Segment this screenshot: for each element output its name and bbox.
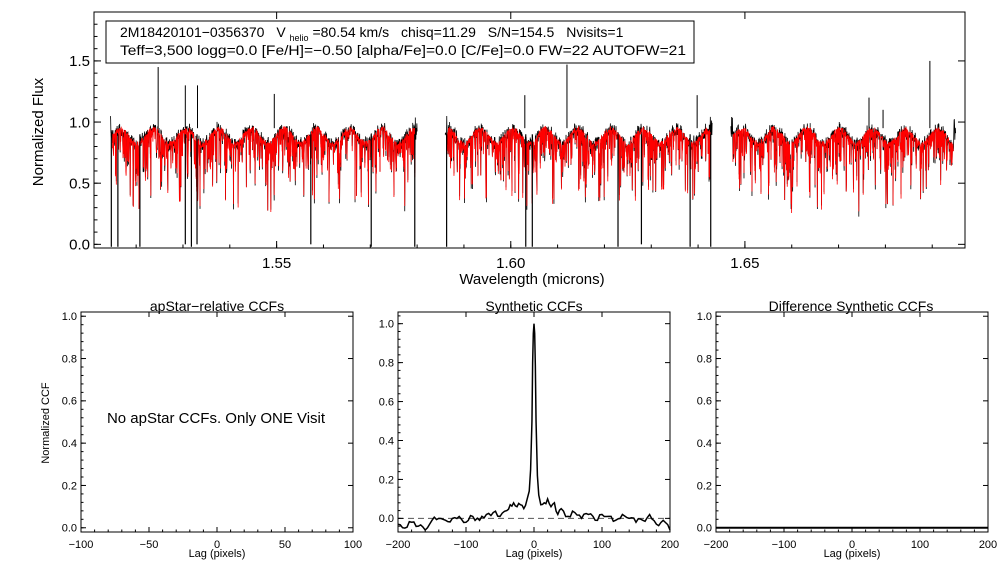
synthetic-ccf-ticks: −200 −100 0 100 200 0.0 0.2 0.4 0.6 0.8 1.0: [379, 312, 679, 551]
synthetic-spectrum-segment: [732, 125, 954, 213]
difference-ccf-x-tick-label: −100: [772, 539, 797, 551]
apstar-ccf-y-tick-label: 0.6: [62, 396, 77, 408]
synthetic-ccf-y-tick-label: 0.2: [379, 474, 394, 486]
spectrum-y-tick-label: 1.5: [69, 53, 90, 70]
annotation-vhelio-sub: helio: [290, 33, 309, 43]
annotation-vhelio-prefix: V: [276, 24, 286, 40]
apstar-ccf-y-tick-label: 0.2: [62, 480, 77, 492]
apstar-ccf-x-tick-label: 100: [344, 539, 362, 551]
synthetic-ccf-y-tick-label: 0.6: [379, 396, 394, 408]
annotation-box-frame: [105, 20, 695, 64]
synthetic-spectrum-segment: [446, 125, 711, 206]
synthetic-ccf-line: [397, 323, 671, 532]
synthetic-ccf-series: [397, 323, 671, 532]
apstar-ccf-x-tick-label: 0: [214, 539, 220, 551]
spectrum-y-tick-label: 1.0: [69, 114, 90, 131]
apstar-ccf-y-tick-label: 1.0: [62, 311, 77, 323]
synthetic-ccf-x-tick-label: −100: [454, 539, 479, 551]
annotation-star-id: 2M18420101−0356370: [120, 24, 265, 40]
spectrum-y-tick-label: 0.0: [69, 237, 90, 254]
spectrum-panel: 1.55 1.60 1.65 0.0 0.5 1.0 1.5 Wavelength (mic…: [30, 11, 966, 288]
synthetic-ccf-x-tick-label: −200: [386, 539, 411, 551]
difference-ccf-panel: Difference Synthetic CCFs −200 −100 0 100 20…: [697, 298, 997, 560]
difference-ccf-y-tick-label: 0.6: [697, 396, 712, 408]
spectrum-series: [109, 60, 957, 247]
spectrum-x-tick-label: 1.55: [262, 255, 291, 272]
difference-ccf-y-tick-label: 0.4: [697, 438, 712, 450]
difference-ccf-x-tick-label: 0: [849, 539, 855, 551]
synthetic-ccf-y-tick-label: 0.8: [379, 357, 394, 369]
difference-ccf-y-tick-label: 1.0: [697, 311, 712, 323]
spectrum-y-tick-label: 0.5: [69, 175, 90, 192]
difference-ccf-x-tick-label: 200: [979, 539, 997, 551]
apstar-ccf-ticks: −100 −50 0 50 100 0.0 0.2 0.4 0.6 0.8 1.0: [62, 311, 362, 551]
difference-ccf-x-tick-label: 100: [911, 539, 929, 551]
difference-ccf-y-tick-label: 0.0: [697, 523, 712, 535]
difference-ccf-x-tick-label: −200: [704, 539, 729, 551]
spectrum-ticks: 1.55 1.60 1.65 0.0 0.5 1.0 1.5: [69, 11, 965, 272]
apstar-ccf-panel: apStar−relative CCFs −100 −50 0 50 100 0.0 0.2…: [40, 298, 362, 560]
synthetic-ccf-x-tick-label: 0: [531, 539, 537, 551]
spectrum-x-axis-label: Wavelength (microns): [459, 271, 604, 288]
annotation-line-1: 2M18420101−0356370 V helio =80.54 km/s c…: [120, 24, 624, 44]
synthetic-ccf-y-tick-label: 1.0: [379, 319, 394, 331]
synthetic-spectrum-segment: [112, 125, 416, 212]
spectrum-x-tick-label: 1.60: [496, 255, 525, 272]
difference-ccf-y-tick-label: 0.2: [697, 480, 712, 492]
difference-ccf-x-axis-label: Lag (pixels): [824, 548, 881, 560]
apstar-ccf-x-tick-label: −50: [140, 539, 159, 551]
difference-ccf-ticks: −200 −100 0 100 200 0.0 0.2 0.4 0.6 0.8 1.0: [697, 311, 997, 551]
synthetic-ccf-y-tick-label: 0.0: [379, 513, 394, 525]
annotation-line-2: Teff=3,500 logg=0.0 [Fe/H]=−0.50 [alpha/…: [120, 42, 686, 58]
annotation-nvisits: Nvisits=1: [566, 24, 623, 40]
spectrum-annotation-box: 2M18420101−0356370 V helio =80.54 km/s c…: [105, 20, 695, 64]
apstar-ccf-y-axis-label: Normalized CCF: [40, 382, 52, 464]
synthetic-ccf-y-tick-label: 0.4: [379, 435, 394, 447]
apstar-ccf-y-tick-label: 0.4: [62, 438, 77, 450]
spectrum-plot-frame: [93, 11, 966, 249]
apstar-ccf-y-tick-label: 0.8: [62, 353, 77, 365]
annotation-vhelio-value: =80.54 km/s: [312, 24, 389, 40]
synthetic-ccf-x-tick-label: 100: [593, 539, 611, 551]
difference-ccf-title: Difference Synthetic CCFs: [769, 298, 934, 314]
spectrum-x-tick-label: 1.65: [730, 255, 759, 272]
difference-ccf-y-tick-label: 0.8: [697, 353, 712, 365]
apstar-ccf-y-tick-label: 0.0: [62, 523, 77, 535]
apstar-ccf-title: apStar−relative CCFs: [150, 298, 284, 314]
synthetic-ccf-x-axis-label: Lag (pixels): [506, 548, 563, 560]
spectrum-y-axis-label: Normalized Flux: [30, 77, 47, 186]
synthetic-ccf-panel: Synthetic CCFs −200 −100 0 100 200 0.0 0.2 0.4 0…: [379, 298, 679, 560]
annotation-chisq: chisq=11.29: [401, 24, 476, 40]
apstar-ccf-message: No apStar CCFs. Only ONE Visit: [107, 410, 326, 427]
apstar-ccf-x-axis-label: Lag (pixels): [189, 548, 246, 560]
apstar-ccf-x-tick-label: −100: [69, 539, 94, 551]
synthetic-ccf-title: Synthetic CCFs: [485, 298, 582, 314]
synthetic-ccf-x-tick-label: 200: [661, 539, 679, 551]
apstar-ccf-x-tick-label: 50: [279, 539, 291, 551]
annotation-snr: S/N=154.5: [488, 24, 555, 40]
